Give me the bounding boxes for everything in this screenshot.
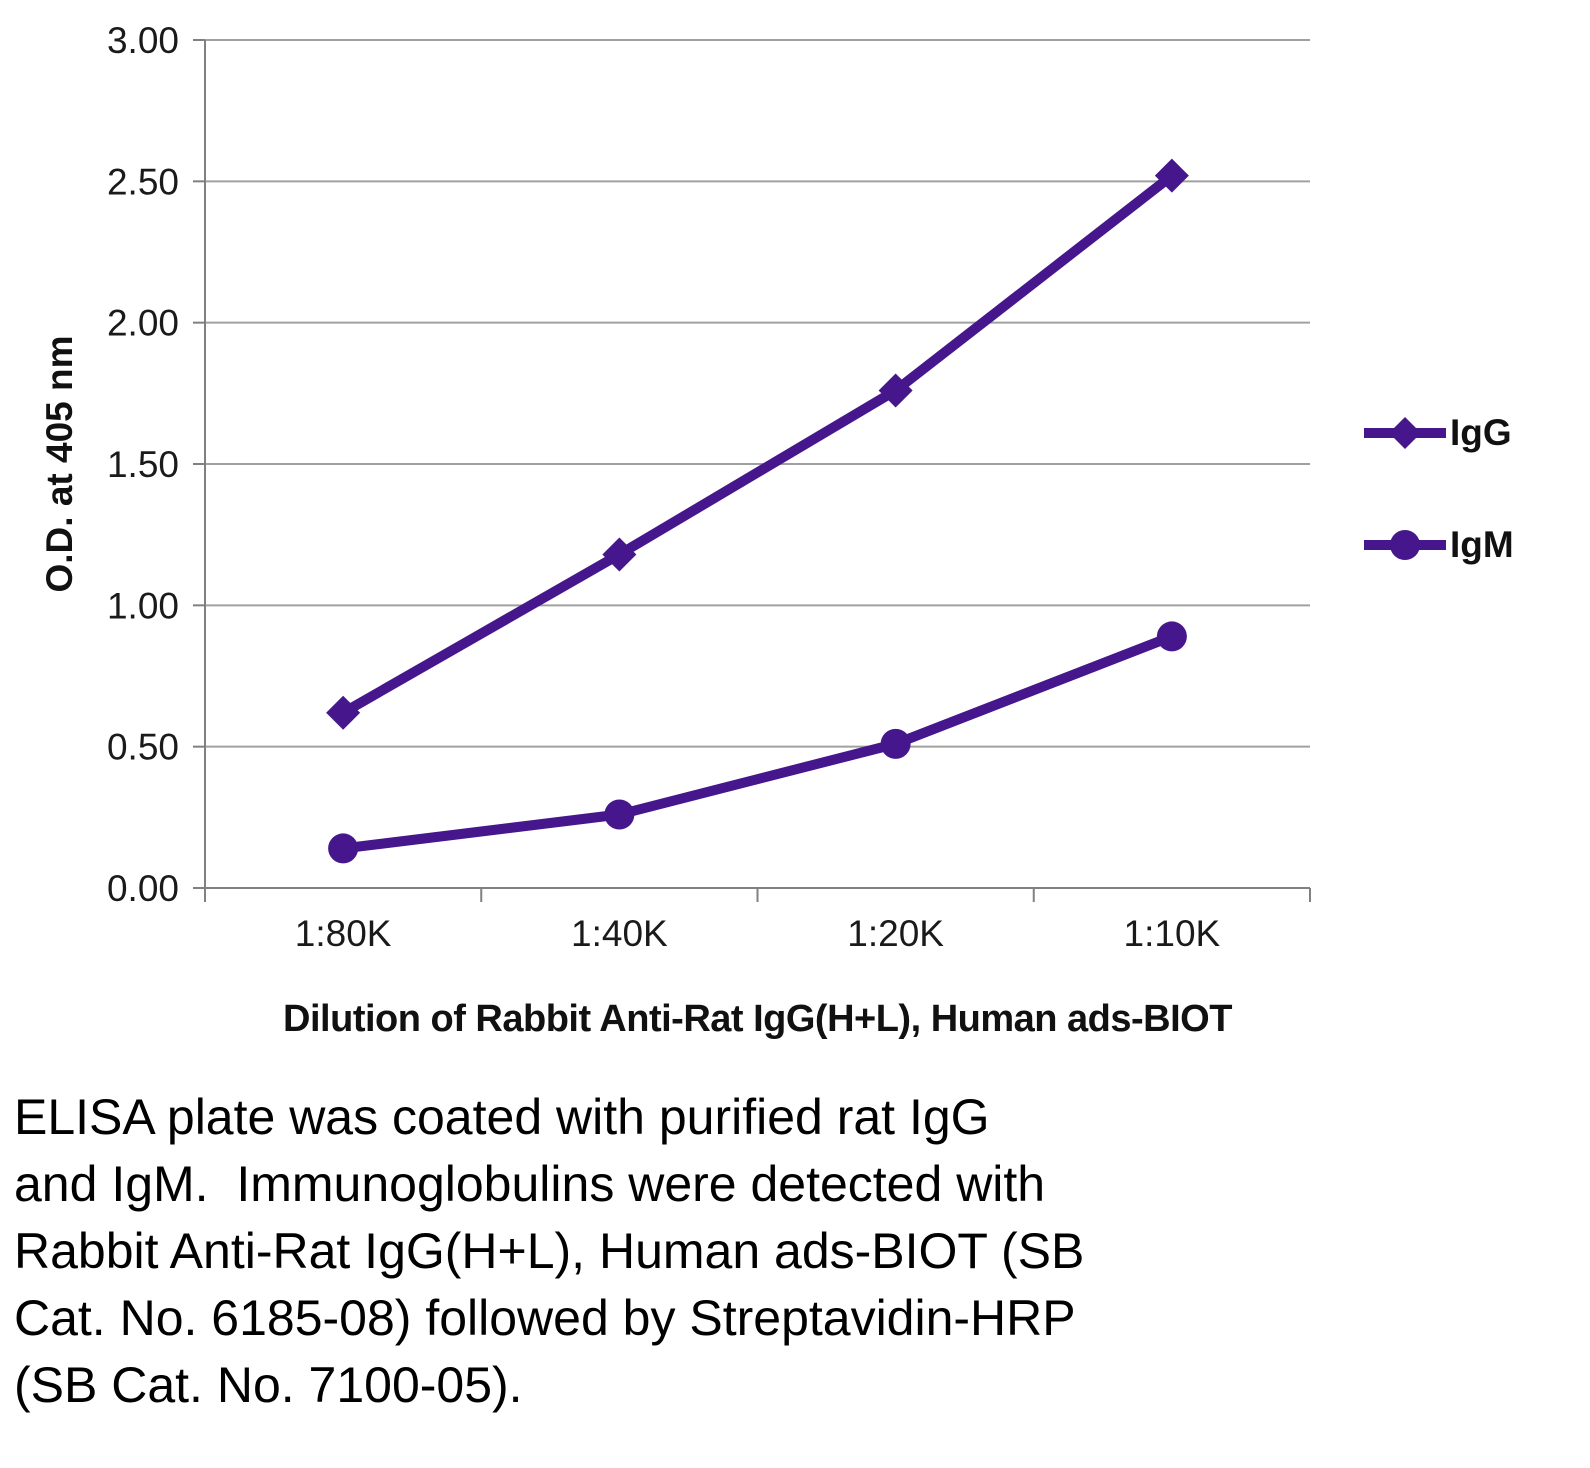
line-chart-plot: 0.00 0.50 1.00 1.50 2.00 2.50 3.00 1:80K 1:40K 1:… [107,20,1311,954]
y-axis-title: O.D. at 405 nm [39,335,80,593]
igg-line-diamond-swatch [1364,417,1446,449]
y-tick-label: 3.00 [107,20,179,61]
legend-label-igg: IgG [1450,412,1512,453]
y-tick-label: 2.50 [107,161,179,202]
y-tick-label: 1.50 [107,444,179,485]
x-tick-label: 1:40K [571,913,668,954]
chart-legend: IgG IgM [1362,412,1514,637]
marker-circle [328,833,359,864]
legend-item-igm: IgM [1362,524,1514,565]
marker-diamond [878,373,913,408]
marker-circle [880,728,911,759]
y-tick-label: 1.00 [107,585,179,626]
y-tick-label: 0.50 [107,727,179,768]
marker-circle [1156,621,1187,652]
x-tick-label: 1:20K [847,913,944,954]
marker-diamond [1154,158,1189,193]
igm-line-circle-swatch [1364,530,1446,560]
marker-diamond [326,695,361,730]
series-line-igg [338,170,1177,718]
x-axis-title: Dilution of Rabbit Anti-Rat IgG(H+L), Hu… [283,998,1232,1040]
figure-caption: ELISA plate was coated with purified rat… [14,1089,1085,1413]
x-tick-label: 1:80K [295,913,392,954]
x-tick-label: 1:10K [1124,913,1221,954]
y-tick-label: 0.00 [107,868,179,909]
legend-label-igm: IgM [1450,524,1514,565]
series-line-igm [338,631,1177,854]
y-tick-label: 2.00 [107,303,179,344]
marker-circle [604,799,635,830]
marker-diamond [602,537,637,572]
legend-item-igg: IgG [1362,412,1514,453]
